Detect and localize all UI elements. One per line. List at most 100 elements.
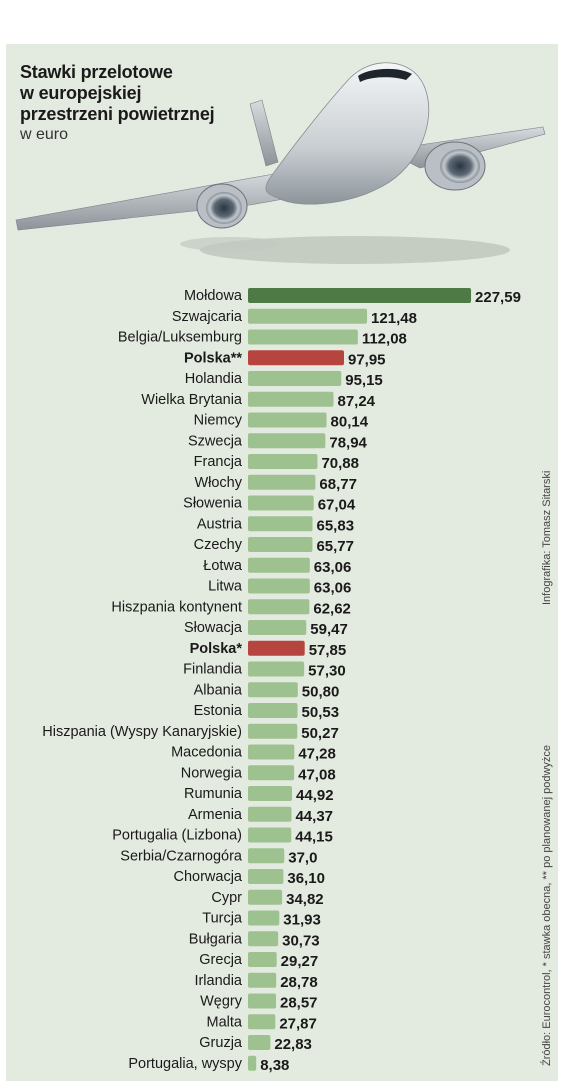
value-label-wielka-brytania: 87,24	[337, 393, 375, 410]
category-label-szwecja: Szwecja	[188, 433, 243, 449]
right-engine	[424, 141, 486, 191]
value-label-hiszpania-wyspy-kanaryjskie: 50,27	[301, 725, 339, 742]
category-label-slowacja: Słowacja	[184, 620, 243, 636]
bar-irlandia	[248, 972, 277, 988]
value-label-holandia: 95,15	[345, 372, 383, 389]
bar-litwa	[248, 578, 310, 594]
bar-macedonia	[248, 744, 295, 760]
category-label-litwa: Litwa	[208, 579, 243, 595]
value-label-norwegia: 47,08	[298, 766, 336, 783]
category-label-hiszpania-kontynent: Hiszpania kontynent	[111, 599, 242, 615]
value-label-polska-2: 97,95	[348, 351, 386, 368]
bar-szwajcaria	[248, 308, 368, 324]
category-label-irlandia: Irlandia	[194, 973, 242, 989]
value-label-gruzja: 22,83	[274, 1036, 312, 1053]
bar-albania	[248, 682, 298, 698]
value-label-hiszpania-kontynent: 62,62	[313, 600, 351, 617]
bar-gruzja	[248, 1035, 271, 1050]
value-label-albania: 50,80	[302, 683, 340, 700]
bar-szwecja	[248, 433, 326, 449]
category-label-szwajcaria: Szwajcaria	[172, 309, 243, 325]
category-label-armenia: Armenia	[188, 807, 243, 823]
bar-portugalia-wyspy	[248, 1055, 257, 1071]
credit-note: Infografika: Tomasz Sitarski	[541, 470, 553, 605]
title-line-1: Stawki przelotowe	[20, 62, 173, 82]
value-label-estonia: 50,53	[302, 704, 340, 721]
category-label-malta: Malta	[207, 1014, 243, 1030]
value-label-portugalia-lizbona: 44,15	[295, 829, 333, 846]
category-label-wegry: Węgry	[200, 994, 243, 1010]
bar-norwegia	[248, 765, 295, 781]
airplane-illustration	[15, 62, 546, 264]
value-label-malta: 27,87	[279, 1015, 317, 1032]
fuselage	[265, 62, 430, 205]
value-label-turcja: 31,93	[283, 912, 321, 929]
value-label-litwa: 63,06	[314, 580, 352, 597]
category-label-serbia-czarnogora: Serbia/Czarnogóra	[120, 848, 243, 864]
bar-polska-2	[248, 350, 344, 366]
category-label-polska-1: Polska*	[190, 641, 243, 657]
bar-finlandia	[248, 661, 305, 677]
bar-estonia	[248, 703, 298, 718]
bar-lotwa	[248, 557, 310, 573]
category-label-rumunia: Rumunia	[184, 786, 243, 802]
value-label-austria: 65,83	[317, 517, 355, 534]
value-label-chorwacja: 36,10	[287, 870, 325, 887]
category-label-slowenia: Słowenia	[183, 496, 243, 512]
value-label-slowacja: 59,47	[310, 621, 348, 638]
bar-austria	[248, 516, 313, 532]
value-label-slowenia: 67,04	[318, 497, 356, 514]
category-label-niemcy: Niemcy	[194, 413, 243, 429]
category-label-polska-2: Polska**	[184, 350, 242, 366]
category-label-cypr: Cypr	[211, 890, 242, 906]
source-note: Źródło: Eurocontrol, * stawka obecna, **…	[541, 744, 553, 1066]
category-label-portugalia-lizbona: Portugalia (Lizbona)	[112, 828, 242, 844]
bar-portugalia-lizbona	[248, 827, 292, 843]
bar-holandia	[248, 371, 342, 386]
value-label-belgia-luksemburg: 112,08	[362, 331, 407, 348]
bar-turcja	[248, 910, 280, 926]
bar-malta	[248, 1014, 276, 1030]
category-label-lotwa: Łotwa	[203, 558, 243, 574]
left-engine	[196, 183, 248, 229]
bar-wegry	[248, 993, 276, 1009]
value-label-cypr: 34,82	[286, 891, 324, 908]
category-label-portugalia-wyspy: Portugalia, wyspy	[128, 1056, 242, 1072]
bar-slowacja	[248, 620, 307, 635]
value-label-armenia: 44,37	[295, 808, 333, 825]
category-label-belgia-luksemburg: Belgia/Luksemburg	[118, 330, 242, 346]
bar-cypr	[248, 889, 283, 905]
bar-czechy	[248, 537, 313, 552]
bar-chorwacja	[248, 869, 284, 884]
category-label-wielka-brytania: Wielka Brytania	[141, 392, 243, 408]
bar-wlochy	[248, 474, 316, 490]
title-line-3: przestrzeni powietrznej	[20, 104, 215, 124]
category-label-bulgaria: Bułgaria	[189, 931, 243, 947]
bar-niemcy	[248, 412, 327, 428]
bar-grecja	[248, 952, 277, 967]
category-label-turcja: Turcja	[202, 911, 243, 927]
value-label-macedonia: 47,28	[298, 746, 336, 763]
category-label-austria: Austria	[197, 516, 243, 532]
category-label-chorwacja: Chorwacja	[174, 869, 243, 885]
category-label-czechy: Czechy	[194, 537, 243, 553]
chart-title: Stawki przelotowe w europejskiej przestr…	[20, 62, 215, 145]
bar-polska-1	[248, 640, 305, 656]
value-label-szwecja: 78,94	[329, 434, 367, 451]
category-label-wlochy: Włochy	[194, 475, 242, 491]
value-label-finlandia: 57,30	[308, 663, 346, 680]
value-label-portugalia-wyspy: 8,38	[260, 1057, 289, 1074]
value-label-wlochy: 68,77	[319, 476, 357, 493]
bar-wielka-brytania	[248, 391, 334, 407]
bar-francja	[248, 454, 318, 469]
value-label-wegry: 28,57	[280, 995, 318, 1012]
category-label-moldowa: Mołdowa	[184, 288, 243, 304]
value-label-irlandia: 28,78	[280, 974, 318, 991]
category-label-macedonia: Macedonia	[171, 745, 243, 761]
value-label-serbia-czarnogora: 37,0	[288, 849, 317, 866]
value-label-francja: 70,88	[321, 455, 359, 472]
category-label-albania: Albania	[194, 682, 243, 698]
category-label-grecja: Grecja	[199, 952, 243, 968]
title-line-2: w europejskiej	[20, 83, 142, 103]
